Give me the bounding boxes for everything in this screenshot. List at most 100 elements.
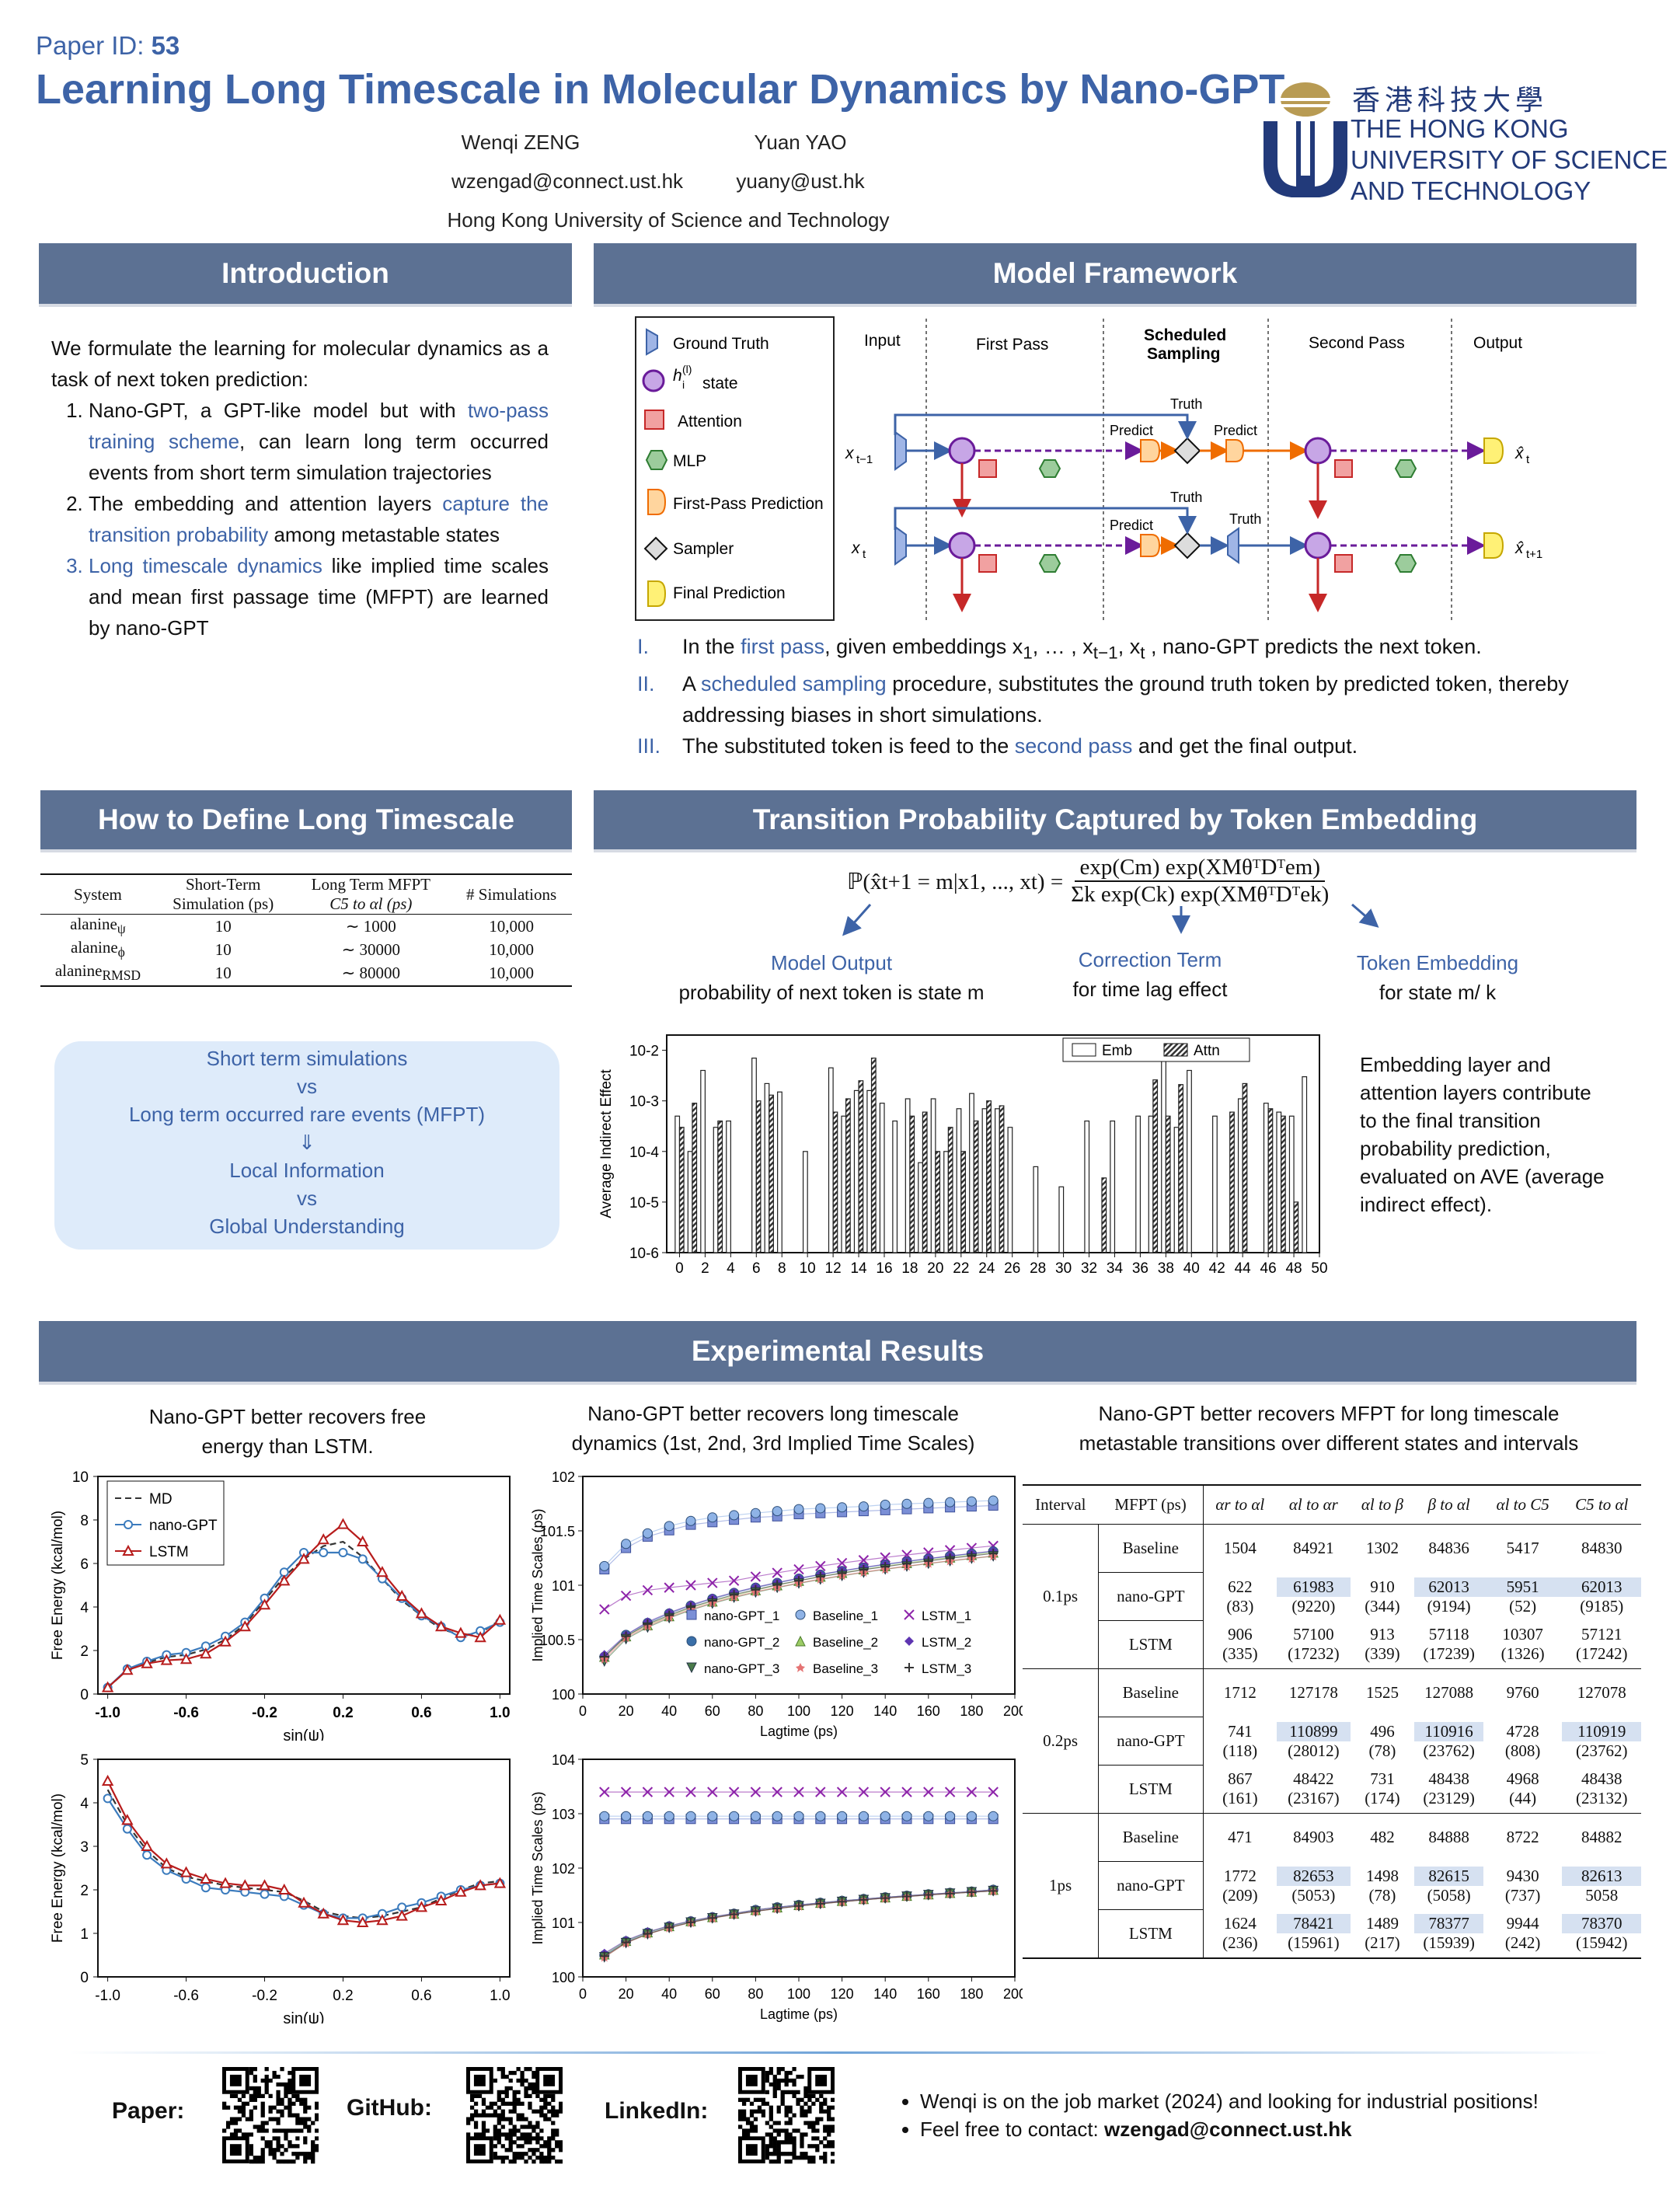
- qr-module: [520, 2125, 525, 2129]
- qr-module: [512, 2140, 517, 2145]
- mfpt-cell: 4968 (44): [1506, 1769, 1539, 1808]
- point-lstm_3: [859, 1895, 869, 1905]
- mfpt-cell: 57121 (17242): [1575, 1625, 1628, 1664]
- bar-emb-13: [841, 1115, 847, 1253]
- qr-module: [535, 2125, 540, 2129]
- y-axis-label: Implied Time Scales (ps): [530, 1791, 545, 1944]
- affiliation: Hong Kong University of Science and Tech…: [447, 208, 890, 232]
- svg-text:Predict: Predict: [1110, 518, 1153, 533]
- qr-module: [303, 2109, 308, 2114]
- qr-module: [276, 2148, 281, 2152]
- qr-module: [284, 2148, 288, 2152]
- x-tick-label: -0.6: [173, 1988, 199, 2004]
- qr-module: [284, 2128, 288, 2133]
- qr-module: [303, 2156, 308, 2160]
- point-lstm: [396, 1589, 408, 1601]
- qr-module: [260, 2152, 265, 2156]
- mfpt-cell: 496 (78): [1368, 1721, 1396, 1760]
- mfpt-interval: 1ps: [1023, 1813, 1100, 1958]
- x-tick-label: 10: [800, 1260, 816, 1277]
- qr-module: [272, 2074, 277, 2079]
- legend-emb-label: Emb: [1102, 1043, 1132, 1059]
- point-lstm_3: [945, 1888, 955, 1898]
- qr-module: [508, 2148, 513, 2152]
- qr-module: [256, 2125, 261, 2129]
- qr-module: [512, 2152, 517, 2156]
- qr-module: [288, 2105, 292, 2110]
- svg-text:x: x: [851, 539, 861, 557]
- qr-module: [772, 2136, 777, 2141]
- qr-module: [792, 2067, 796, 2072]
- bar-emb-25: [995, 1108, 1000, 1253]
- qr-module: [796, 2156, 800, 2160]
- qr-module: [256, 2159, 261, 2164]
- qr-module: [819, 2156, 824, 2160]
- qr-module: [241, 2113, 246, 2118]
- qr-module: [765, 2070, 769, 2076]
- paper-qr-code[interactable]: [222, 2067, 319, 2166]
- qr-module: [535, 2121, 540, 2125]
- qr-module: [276, 2097, 281, 2102]
- qr-module: [249, 2113, 253, 2118]
- github-qr-code[interactable]: [466, 2067, 563, 2166]
- qr-module: [291, 2093, 296, 2098]
- mfpt-cell: 57100 (17232): [1288, 1625, 1340, 1664]
- mfpt-cell: 1489 (217): [1365, 1914, 1400, 1952]
- svg-text:i: i: [682, 378, 685, 391]
- qr-module: [280, 2113, 284, 2118]
- email-2: yuany@ust.hk: [736, 169, 865, 193]
- qr-module: [792, 2078, 796, 2083]
- point-baseline_1: [621, 1811, 632, 1821]
- qr-module: [520, 2070, 525, 2076]
- qr-module: [473, 2113, 479, 2118]
- qr-module: [249, 2097, 253, 2102]
- legend-label: nano-GPT_2: [704, 1635, 779, 1650]
- bar-attn-7: [769, 1094, 774, 1253]
- bar-attn-47: [1280, 1115, 1286, 1253]
- qr-module: [753, 2097, 758, 2102]
- qr-module: [508, 2132, 513, 2137]
- qr-module: [307, 2152, 312, 2156]
- qr-module: [749, 2113, 755, 2118]
- qr-module: [803, 2113, 808, 2118]
- qr-module: [469, 2093, 475, 2098]
- qr-module: [264, 2121, 269, 2125]
- point-lstm: [141, 1657, 153, 1668]
- y-tick-label: 5: [80, 1752, 89, 1769]
- qr-module: [469, 2117, 475, 2121]
- mfpt-cell: 84882: [1581, 1828, 1622, 1847]
- point-baseline_1: [988, 1811, 999, 1821]
- qr-module: [769, 2070, 773, 2076]
- qr-module: [500, 2117, 505, 2121]
- qr-module: [516, 2078, 521, 2083]
- qr-module: [780, 2140, 785, 2145]
- mfpt-cell: 62013 (9194): [1414, 1573, 1483, 1621]
- point-lstm: [278, 1574, 291, 1586]
- paper-label: Paper:: [112, 2098, 185, 2124]
- qr-module: [311, 2121, 315, 2125]
- qr-module: [288, 2128, 292, 2133]
- qr-module: [276, 2109, 281, 2114]
- qr-module: [827, 2140, 831, 2145]
- point-nano-gpt: [338, 1548, 348, 1557]
- qr-module: [823, 2136, 828, 2141]
- point-lstm: [493, 1877, 507, 1888]
- qr-module: [303, 2125, 308, 2129]
- point-lstm_3: [923, 1556, 933, 1566]
- bar-emb-37: [1148, 1115, 1154, 1253]
- qr-module: [819, 2109, 824, 2114]
- x-tick-label: 80: [748, 1703, 763, 1719]
- qr-module: [241, 2101, 246, 2106]
- svg-text:x̂: x̂: [1514, 539, 1525, 557]
- qr-module: [532, 2109, 536, 2114]
- qr-module: [311, 2159, 315, 2164]
- x-tick-label: 0.2: [333, 1705, 353, 1721]
- qr-module: [253, 2090, 257, 2095]
- qr-module: [260, 2128, 265, 2133]
- qr-module: [784, 2078, 789, 2083]
- point-lstm_3: [967, 1551, 977, 1561]
- qr-module: [827, 2113, 831, 2118]
- qr-module: [256, 2086, 261, 2091]
- point-lstm_1: [642, 1584, 654, 1596]
- linkedin-qr-code[interactable]: [738, 2067, 835, 2166]
